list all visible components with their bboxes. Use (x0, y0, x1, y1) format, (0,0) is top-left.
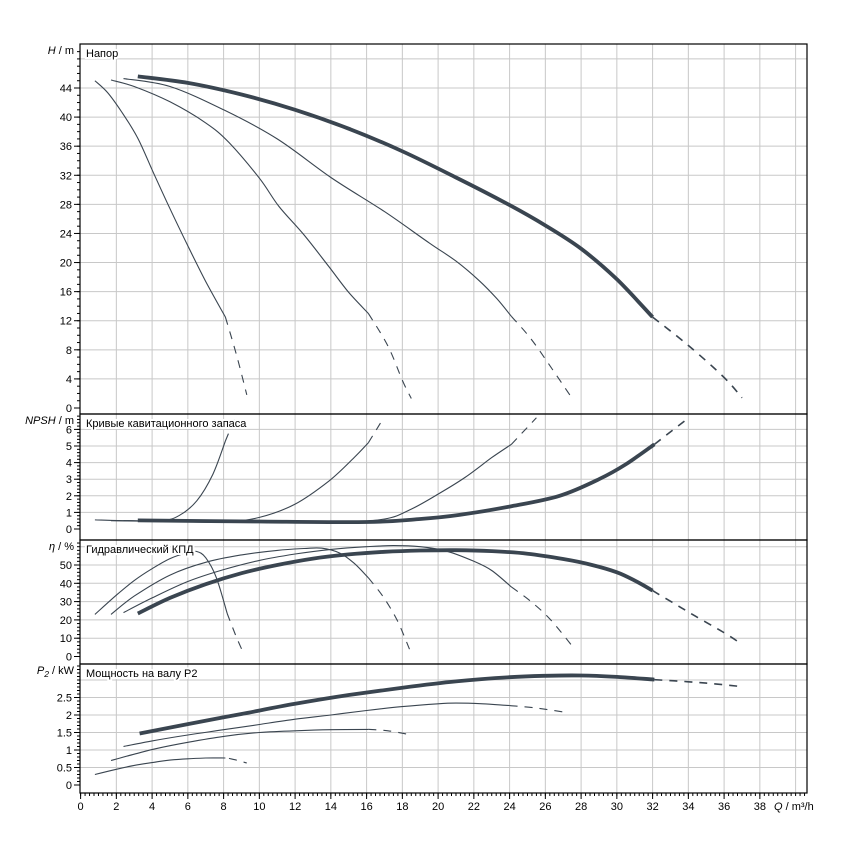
curves (94, 74, 743, 776)
npsh-y-tick-label: 0 (66, 524, 72, 536)
head-y-tick-label: 4 (66, 374, 72, 386)
x-tick-label: 8 (221, 801, 227, 813)
x-tick-label: 0 (78, 801, 84, 813)
efficiency-curve-1-solid (94, 550, 228, 615)
x-tick-label: 6 (185, 801, 191, 813)
efficiency-y-tick-label: 0 (66, 652, 72, 664)
efficiency-curve-3-dashed (511, 586, 575, 649)
x-tick-label: 10 (253, 801, 265, 813)
head-curve-1-dashed (224, 316, 248, 396)
power-curve-selected-solid (139, 673, 655, 736)
efficiency-y-tick-label: 40 (60, 578, 72, 590)
x-tick-label: 12 (289, 801, 301, 813)
head-curve-1-solid (94, 80, 226, 318)
x-tick-label: 36 (718, 801, 730, 813)
power-y-tick-label: 0.5 (57, 763, 72, 775)
efficiency-curve-2-dashed (367, 577, 411, 650)
x-tick-label: 20 (432, 801, 444, 813)
axis-ticks (74, 51, 806, 799)
efficiency-axis-label: η / % (49, 541, 74, 553)
x-tick-label: 4 (149, 801, 155, 813)
power-curve-2-dashed (368, 728, 410, 736)
power-curve-1-solid (94, 757, 226, 776)
npsh-curve-2-dashed (367, 419, 384, 443)
x-tick-label: 24 (503, 801, 515, 813)
efficiency-curve-3-solid (123, 545, 512, 614)
power-panel-title: Мощность на валу P2 (86, 668, 198, 680)
efficiency-curve-1-dashed (226, 613, 244, 654)
power-y-tick-label: 1.5 (57, 728, 72, 740)
head-panel-border (79, 43, 808, 415)
head-panel-title: Напор (86, 48, 118, 60)
power-curve-1-dashed (228, 757, 247, 764)
head-curve-selected-solid (137, 74, 654, 319)
npsh-curve-3-dashed (510, 417, 537, 445)
head-y-tick-label: 40 (60, 112, 72, 124)
npsh-y-tick-label: 2 (66, 491, 72, 503)
npsh-curve-selected-dashed (653, 418, 688, 445)
x-tick-label: 2 (113, 801, 119, 813)
head-y-tick-label: 8 (66, 345, 72, 357)
npsh-curve-3-solid (123, 443, 512, 524)
power-curve-2-solid (110, 728, 369, 762)
power-curve-3-dashed (509, 705, 567, 714)
x-tick-label: 18 (396, 801, 408, 813)
efficiency-curve-selected-solid (136, 548, 654, 616)
x-tick-label: 14 (325, 801, 337, 813)
head-curve-selected-dashed (652, 316, 743, 399)
gridlines (80, 44, 807, 793)
efficiency-y-tick-label: 20 (60, 615, 72, 627)
x-tick-label: 30 (611, 801, 623, 813)
head-y-tick-label: 24 (60, 228, 72, 240)
npsh-curve-1-dashed (224, 419, 235, 442)
x-tick-label: 16 (360, 801, 372, 813)
head-curve-3-dashed (510, 315, 573, 399)
npsh-y-tick-label: 5 (66, 441, 72, 453)
power-y-tick-label: 0 (66, 780, 72, 792)
head-curve-2-solid (110, 79, 369, 314)
npsh-axis-label: NPSH / m (25, 415, 74, 427)
head-curve-2-dashed (367, 313, 412, 399)
x-tick-label: 34 (682, 801, 694, 813)
head-y-tick-label: 36 (60, 141, 72, 153)
power-y-tick-label: 2.5 (57, 693, 72, 705)
npsh-y-tick-label: 1 (66, 507, 72, 519)
efficiency-panel-title: Гидравлический КПД (86, 544, 194, 556)
power-curve-selected-dashed (654, 678, 743, 688)
head-y-tick-label: 44 (60, 83, 72, 95)
npsh-panel-title: Кривые кавитационного запаса (86, 418, 247, 430)
x-tick-label: 32 (646, 801, 658, 813)
efficiency-curve-selected-dashed (652, 589, 739, 643)
npsh-curve-1-solid (94, 440, 226, 522)
power-curve-3-solid (123, 702, 510, 748)
x-tick-label: 22 (468, 801, 480, 813)
x-tick-label: 26 (539, 801, 551, 813)
npsh-y-tick-label: 3 (66, 474, 72, 486)
npsh-y-tick-label: 6 (66, 424, 72, 436)
efficiency-y-tick-label: 30 (60, 597, 72, 609)
head-axis-label: H / m (48, 45, 74, 57)
head-y-tick-label: 20 (60, 258, 72, 270)
head-y-tick-label: 32 (60, 170, 72, 182)
head-curve-3-solid (123, 78, 512, 317)
head-y-tick-label: 12 (60, 316, 72, 328)
head-y-tick-label: 16 (60, 287, 72, 299)
panel-frames (79, 43, 808, 794)
power-y-tick-label: 1 (66, 745, 72, 757)
x-axis-label: Q / m³/h (774, 801, 814, 813)
x-tick-label: 38 (754, 801, 766, 813)
efficiency-y-tick-label: 50 (60, 560, 72, 572)
x-tick-label: 28 (575, 801, 587, 813)
head-y-tick-label: 0 (66, 403, 72, 415)
power-axis-label: P2 / kW (37, 665, 75, 679)
npsh-y-tick-label: 4 (66, 458, 72, 470)
npsh-curve-selected-solid (137, 442, 656, 525)
npsh-curve-2-solid (110, 442, 369, 523)
head-y-tick-label: 28 (60, 199, 72, 211)
efficiency-y-tick-label: 10 (60, 633, 72, 645)
power-y-tick-label: 2 (66, 710, 72, 722)
